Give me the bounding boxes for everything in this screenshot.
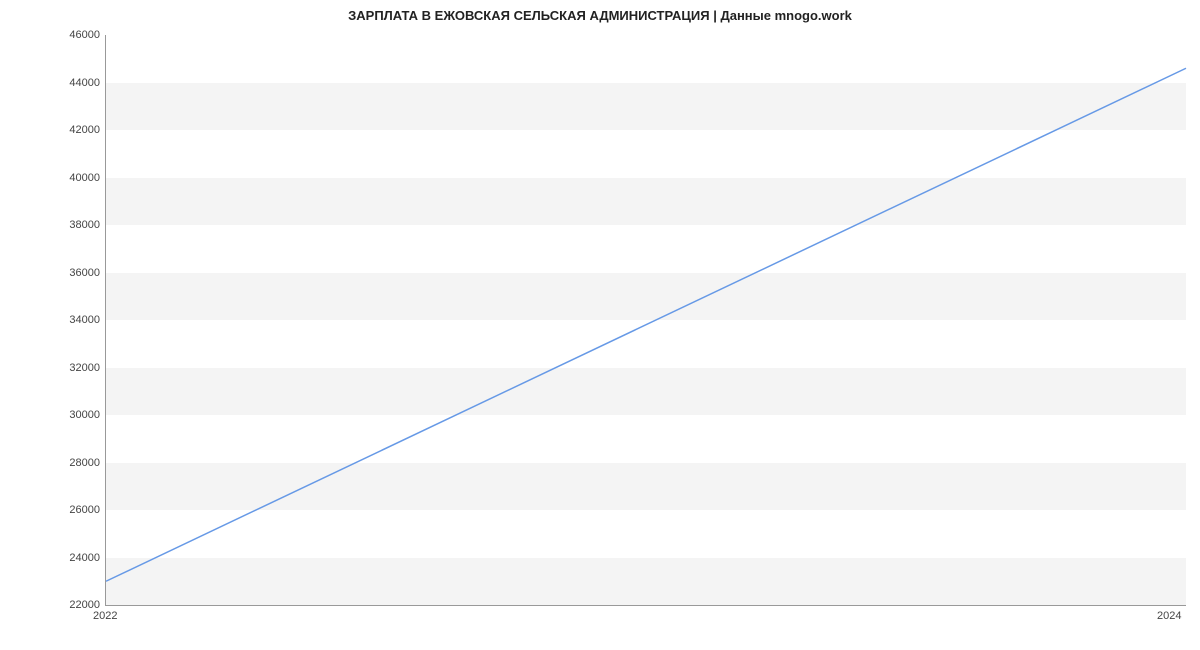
chart-title: ЗАРПЛАТА В ЕЖОВСКАЯ СЕЛЬСКАЯ АДМИНИСТРАЦ… bbox=[0, 8, 1200, 23]
line-svg bbox=[106, 35, 1186, 605]
y-tick-label: 34000 bbox=[40, 314, 100, 326]
y-tick-label: 30000 bbox=[40, 409, 100, 421]
x-tick-label: 2024 bbox=[1157, 610, 1181, 622]
y-tick-label: 36000 bbox=[40, 267, 100, 279]
y-tick-label: 24000 bbox=[40, 552, 100, 564]
y-tick-label: 40000 bbox=[40, 172, 100, 184]
data-line bbox=[106, 68, 1186, 581]
y-tick-label: 46000 bbox=[40, 29, 100, 41]
y-tick-label: 38000 bbox=[40, 219, 100, 231]
y-tick-label: 22000 bbox=[40, 599, 100, 611]
y-tick-label: 44000 bbox=[40, 77, 100, 89]
y-tick-label: 26000 bbox=[40, 504, 100, 516]
y-tick-label: 32000 bbox=[40, 362, 100, 374]
y-tick-label: 42000 bbox=[40, 124, 100, 136]
y-tick-label: 28000 bbox=[40, 457, 100, 469]
x-tick-label: 2022 bbox=[93, 610, 117, 622]
chart-container: ЗАРПЛАТА В ЕЖОВСКАЯ СЕЛЬСКАЯ АДМИНИСТРАЦ… bbox=[0, 0, 1200, 650]
plot-area bbox=[105, 35, 1186, 606]
